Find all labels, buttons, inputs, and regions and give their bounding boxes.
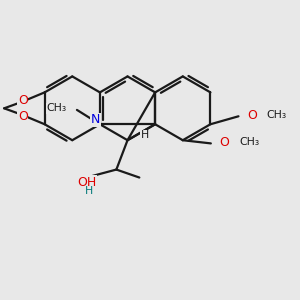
Text: N: N — [91, 113, 100, 126]
Text: CH₃: CH₃ — [47, 103, 67, 113]
Text: O: O — [18, 110, 28, 123]
Text: OH: OH — [77, 176, 97, 189]
Text: CH₃: CH₃ — [267, 110, 287, 120]
Text: O: O — [247, 109, 257, 122]
Text: O: O — [18, 94, 28, 106]
Text: H: H — [85, 186, 93, 196]
Text: O: O — [220, 136, 230, 149]
Text: H: H — [141, 130, 149, 140]
Text: CH₃: CH₃ — [239, 137, 259, 147]
